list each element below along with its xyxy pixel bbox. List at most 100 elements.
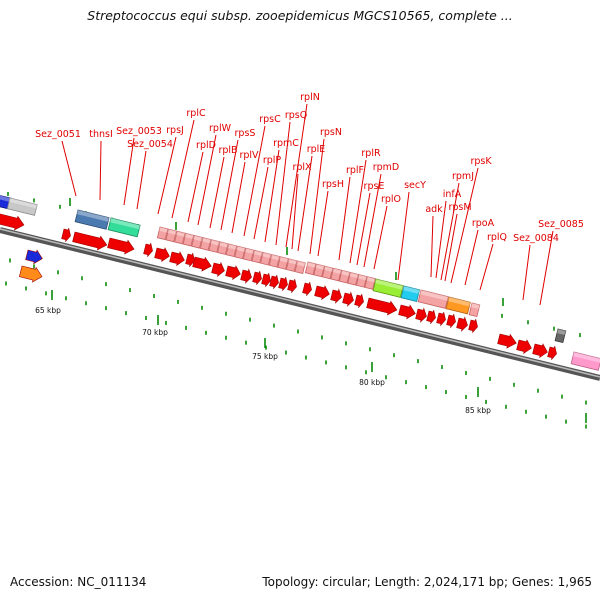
leader-line: [363, 173, 382, 268]
feature-ribosomal-shine: [315, 264, 325, 270]
feature-ribosomal: [234, 245, 246, 260]
feature-ribosomal-rect: [338, 269, 351, 284]
leader-line: [479, 243, 494, 291]
leader-line: [309, 138, 325, 255]
cds-arrow: [342, 291, 354, 307]
gene-label: rplF: [346, 165, 364, 176]
feature-ribosomal-rect: [347, 272, 359, 286]
cds-arrow: [456, 316, 468, 332]
kbp-label: 65 kbp: [35, 306, 61, 315]
feature-ribosomal: [355, 274, 368, 288]
cds-arrow-shape: [354, 294, 364, 308]
feature-ribosomal-rect: [199, 237, 212, 251]
feature-ribosomal-rect: [285, 258, 298, 272]
feature-cyan-rect: [400, 285, 421, 302]
gene-label: rpsE: [364, 181, 385, 192]
gene-label: adk: [425, 204, 443, 215]
gene-label: rplV: [239, 150, 259, 161]
feature-gray-rect: [6, 197, 38, 216]
leader-line: [522, 244, 531, 301]
cds-arrow-shape: [415, 307, 427, 323]
feature-orange: [445, 296, 471, 315]
feature-ribosomal: [321, 265, 334, 280]
gene-label: rplP: [263, 155, 282, 166]
leader-line: [171, 119, 195, 219]
cds-arrow-shape: [143, 243, 153, 257]
feature-ribosomal-shine: [324, 266, 333, 272]
cds-arrow-shape: [287, 279, 297, 293]
cds-arrow-shape: [330, 288, 342, 304]
gene-label: thnsI: [89, 129, 113, 140]
feature-ribosomal-shine: [288, 258, 297, 265]
feature-pink-rect: [417, 289, 449, 309]
feature-blocks: [0, 194, 600, 371]
feature-ribosomal-rect: [294, 260, 306, 275]
feature-steelblue: [74, 209, 110, 230]
gene-label: rpsK: [470, 156, 492, 167]
feature-green-rect: [107, 217, 141, 238]
leader-line: [435, 200, 447, 279]
gene-label: rplQ: [487, 232, 507, 243]
label-leader-lines: [61, 103, 554, 306]
cds-arrow-shape: [72, 231, 108, 251]
leader-line: [275, 121, 291, 246]
feature-blue-shine: [0, 195, 12, 203]
cds-arrow: [547, 346, 557, 360]
cds-arrow: [302, 282, 312, 296]
cds-arrow: [143, 243, 153, 257]
leader-line: [373, 205, 388, 270]
gene-label: rpsJ: [166, 125, 184, 136]
gene-label: Sez_0053: [116, 126, 162, 137]
feature-ribosomal: [225, 243, 238, 258]
map-title: Streptococcus equi subsp. zooepidemicus …: [87, 8, 513, 23]
feature-steelblue-rect: [74, 209, 110, 230]
feature-green: [107, 217, 141, 238]
cds-arrow-shape: [169, 251, 185, 267]
kbp-label: 70 kbp: [142, 328, 168, 337]
feature-lime-rect: [372, 278, 404, 298]
cds-arrow-shape: [547, 346, 557, 360]
kbp-label: 80 kbp: [359, 378, 385, 387]
gene-label: rpmC: [273, 138, 299, 149]
cds-arrow-shape: [252, 271, 262, 285]
leader-line: [430, 215, 434, 278]
feature-ribosomal-rect: [234, 245, 246, 260]
feature-ribosomal: [191, 235, 203, 249]
cds-arrow-shape: [468, 319, 478, 333]
cds-blue: [25, 249, 43, 265]
feature-lightpink-shine: [572, 352, 600, 363]
gene-label: rplO: [381, 194, 401, 205]
feature-lime: [372, 278, 404, 298]
feature-ribosomal-shine: [279, 256, 289, 263]
feature-ribosomal: [242, 247, 255, 262]
cds-arrow-shape: [185, 253, 195, 267]
feature-ribosomal-shine: [296, 260, 306, 267]
cds-arrow-shape: [107, 237, 135, 255]
cds-arrow: [366, 297, 398, 316]
feature-ribosomal-shine: [262, 252, 271, 259]
feature-ribosomal: [182, 232, 195, 247]
feature-ribosomal: [330, 267, 342, 282]
leader-line: [136, 150, 147, 210]
feature-ribosomal-shine: [332, 268, 342, 274]
leader-line: [291, 173, 299, 250]
leader-line: [539, 230, 554, 306]
feature-ribosomal-shine: [202, 237, 211, 244]
cds-arrow: [497, 333, 517, 349]
feature-ribosomal-shine: [176, 231, 185, 237]
cds-arrow-shape: [366, 297, 398, 316]
feature-ribosomal-shine: [219, 241, 228, 248]
gene-labels: Sez_0051 thnsI Sez_0053Sez_0054rpsJrplCrpl…: [35, 92, 584, 244]
cds-arrow: [0, 212, 25, 231]
feature-ribosomal-rect: [268, 254, 281, 268]
cds-arrow: [269, 275, 279, 289]
kbp-label: 75 kbp: [252, 352, 278, 361]
leader-line: [285, 103, 308, 248]
feature-ribosomal-rect: [364, 276, 376, 290]
feature-ribosomal: [347, 272, 359, 286]
cds-arrow-shape: [154, 247, 170, 263]
cds-arrow: [192, 256, 212, 272]
cds-arrow-shape: [398, 304, 416, 320]
feature-ribosomal-shine: [253, 250, 263, 256]
